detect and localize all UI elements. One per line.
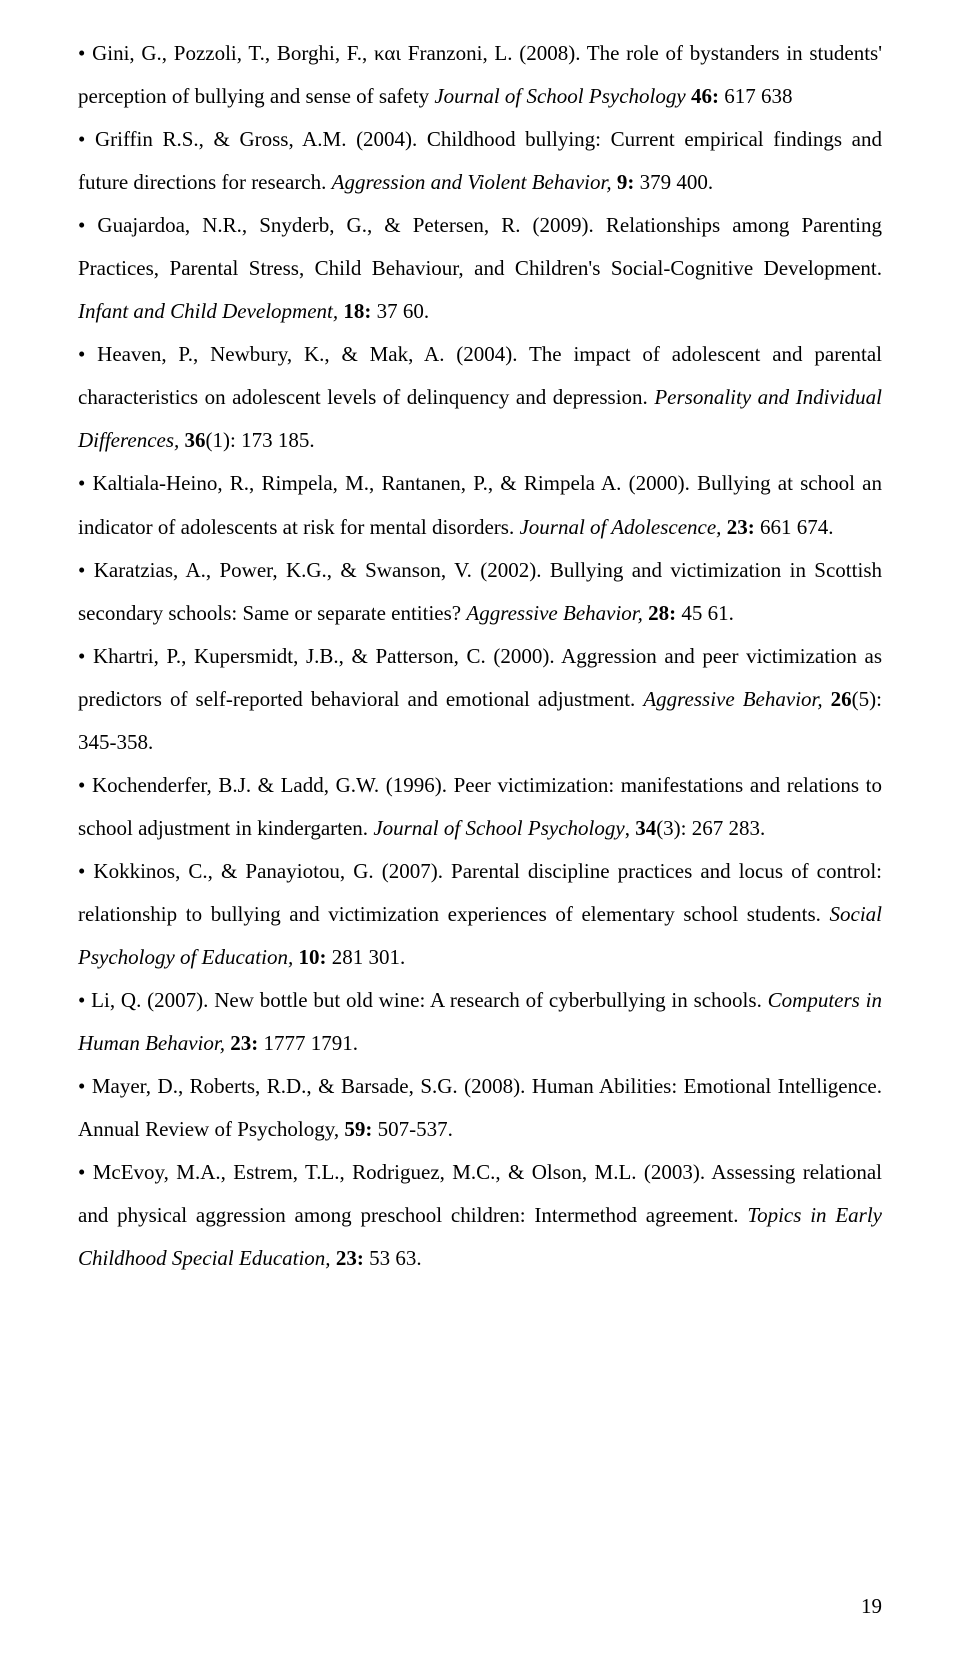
reference-entry: • Mayer, D., Roberts, R.D., & Barsade, S… — [78, 1065, 882, 1151]
reference-text-part: Journal of Adolescence, — [519, 515, 726, 539]
reference-text-part: 26 — [831, 687, 852, 711]
reference-entry: • Kokkinos, C., & Panayiotou, G. (2007).… — [78, 850, 882, 979]
reference-entry: • Kaltiala-Heino, R., Rimpela, M., Ranta… — [78, 462, 882, 548]
reference-entry: • Khartri, P., Kupersmidt, J.B., & Patte… — [78, 635, 882, 764]
reference-text-part: 10: — [298, 945, 326, 969]
reference-text-part: 9: — [617, 170, 635, 194]
reference-text-part: • Kokkinos, C., & Panayiotou, G. (2007).… — [78, 859, 882, 926]
reference-text-part: 59: — [344, 1117, 372, 1141]
reference-entry: • Kochenderfer, B.J. & Ladd, G.W. (1996)… — [78, 764, 882, 850]
reference-text-part: Infant and Child Development, — [78, 299, 343, 323]
reference-text-part: 507-537. — [372, 1117, 453, 1141]
page-number: 19 — [861, 1585, 882, 1628]
reference-text-part: 281 301. — [326, 945, 405, 969]
reference-text-part: • Mayer, D., Roberts, R.D., & Barsade, S… — [78, 1074, 882, 1141]
reference-text-part: 23: — [336, 1246, 364, 1270]
reference-entry: • Li, Q. (2007). New bottle but old wine… — [78, 979, 882, 1065]
reference-text-part: 53 63. — [364, 1246, 422, 1270]
reference-text-part: 379 400. — [634, 170, 713, 194]
reference-entry: • Karatzias, A., Power, K.G., & Swanson,… — [78, 549, 882, 635]
reference-text-part: 23: — [230, 1031, 258, 1055]
reference-text-part: 23: — [727, 515, 755, 539]
reference-text-part: (3): 267 283. — [656, 816, 765, 840]
reference-text-part: Aggression and Violent Behavior, — [332, 170, 617, 194]
reference-text-part: Journal of School Psychology — [373, 816, 624, 840]
reference-text-part: 45 61. — [676, 601, 734, 625]
reference-text-part: Aggressive Behavior, — [466, 601, 648, 625]
reference-text-part: 34 — [635, 816, 656, 840]
reference-text-part: 18: — [343, 299, 371, 323]
reference-text-part: , — [625, 816, 636, 840]
reference-text-part: 661 674. — [755, 515, 834, 539]
reference-text-part: 36 — [185, 428, 206, 452]
reference-text-part: 617 638 — [719, 84, 793, 108]
reference-entry: • Heaven, P., Newbury, K., & Mak, A. (20… — [78, 333, 882, 462]
reference-text-part: • Guajardoa, N.R., Snyderb, G., & Peters… — [78, 213, 882, 280]
reference-text-part: 1777 1791. — [258, 1031, 358, 1055]
reference-text-part: Aggressive Behavior, — [643, 687, 830, 711]
reference-text-part: 46: — [691, 84, 719, 108]
reference-entry: • Guajardoa, N.R., Snyderb, G., & Peters… — [78, 204, 882, 333]
reference-entry: • Griffin R.S., & Gross, A.M. (2004). Ch… — [78, 118, 882, 204]
references-list: • Gini, G., Pozzoli, T., Borghi, F., και… — [78, 32, 882, 1280]
reference-text-part: Journal of School Psychology — [434, 84, 691, 108]
reference-text-part: (1): 173 185. — [206, 428, 315, 452]
reference-text-part: 37 60. — [371, 299, 429, 323]
reference-entry: • Gini, G., Pozzoli, T., Borghi, F., και… — [78, 32, 882, 118]
reference-text-part: 28: — [648, 601, 676, 625]
reference-text-part: • Li, Q. (2007). New bottle but old wine… — [78, 988, 768, 1012]
reference-entry: • McEvoy, M.A., Estrem, T.L., Rodriguez,… — [78, 1151, 882, 1280]
